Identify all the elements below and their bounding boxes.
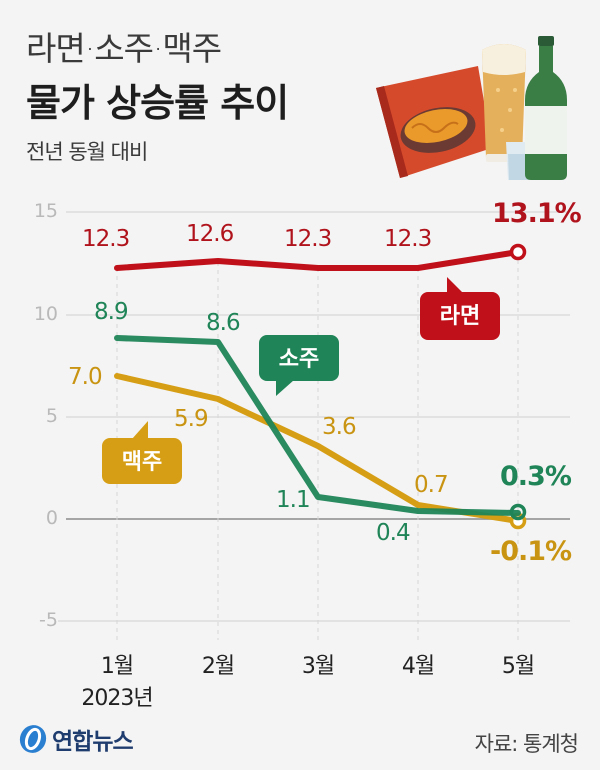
x-tick-may: 5월 [501,654,535,679]
soju-value-jan: 8.9 [94,299,129,325]
callout-soju-label: 소주 [278,347,320,372]
soju-value-may: 0.3% [500,461,572,492]
soju-bottle-icon [525,36,567,180]
ramen-value-may: 13.1% [492,198,582,229]
x-tick-feb: 2월 [201,654,235,679]
ramen-value-apr: 12.3 [384,226,432,252]
beer-value-jan: 7.0 [68,364,103,390]
series-ramen [114,243,527,271]
subtitle: 전년 동월 대비 [26,140,148,164]
page-title: 물가 상승률 추이 [26,81,289,125]
ramen-value-feb: 12.6 [186,221,234,247]
x-year-label: 2023년 [81,686,153,711]
callout-soju [259,335,339,396]
grid-lines [58,211,570,640]
ramen-value-jan: 12.3 [82,226,130,252]
callout-beer [102,421,182,484]
x-tick-apr: 4월 [401,654,435,679]
soju-end-marker [509,503,527,521]
y-tick-15: 15 [33,200,58,222]
callout-beer-label: 맥주 [121,450,163,475]
callout-ramen-label: 라면 [439,304,481,329]
x-tick-jan: 1월 [100,654,134,679]
beer-value-apr: 0.7 [414,472,449,498]
ramen-value-mar: 12.3 [284,226,332,252]
y-tick-10: 10 [33,303,58,325]
ramen-package-icon [376,66,492,178]
logo-text: 연합뉴스 [52,729,134,755]
beer-glass-icon [482,44,526,162]
callout-ramen [420,277,500,340]
soju-value-feb: 8.6 [206,310,241,336]
title-line-1: 라면·소주·맥주 [26,29,222,68]
y-tick-neg5: -5 [39,609,58,631]
soju-value-mar: 1.1 [276,487,311,513]
x-tick-mar: 3월 [301,654,335,679]
yonhap-globe-icon [19,725,47,753]
series-soju [114,335,527,521]
source-note: 자료: 통계청 [474,732,579,756]
soju-value-apr: 0.4 [376,520,411,546]
beer-value-may: -0.1% [490,536,572,567]
yonhap-logo: 연합뉴스 [18,722,134,756]
ramen-end-marker [509,243,527,261]
illustration [376,36,567,180]
beer-value-feb: 5.9 [174,406,209,432]
beer-value-mar: 3.6 [322,414,357,440]
y-tick-0: 0 [45,507,58,529]
y-tick-5: 5 [45,405,58,427]
